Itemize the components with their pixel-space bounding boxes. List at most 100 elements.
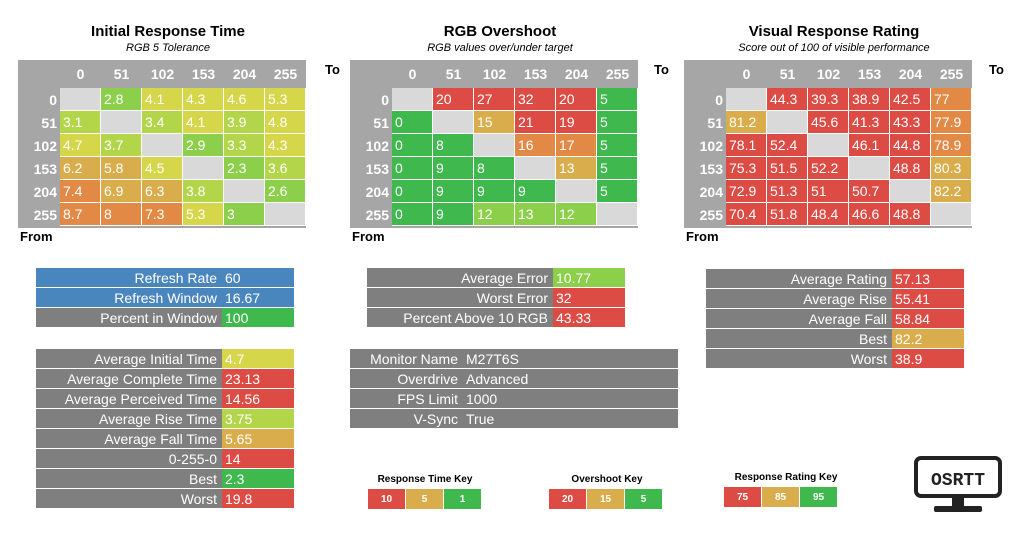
heatmap-cell: 9 <box>474 180 515 203</box>
heatmap-row-label: 51 <box>41 114 57 131</box>
stat-value: 55.41 <box>892 289 964 308</box>
stat-value: 2.3 <box>222 469 294 488</box>
heatmap-cell: 42.5 <box>890 88 931 111</box>
stat-label: Best <box>706 329 892 348</box>
heatmap-cell: 21 <box>515 111 556 134</box>
heatmap-cell: 4.3 <box>265 134 306 157</box>
heatmap-cell: 46.1 <box>849 134 890 157</box>
heatmap-cell: 3.3 <box>224 134 265 157</box>
heatmap-row-label: 255 <box>365 206 389 223</box>
rating-subtitle: Score out of 100 of visible performance <box>738 42 930 54</box>
heatmap-cell-empty <box>183 157 224 180</box>
heatmap-cell: 17 <box>556 134 597 157</box>
heatmap-column-label: 51 <box>779 66 796 82</box>
stat-value: 16.67 <box>222 288 294 307</box>
to-label-overshoot: To <box>654 62 669 77</box>
heatmap-cell: 5.8 <box>101 157 142 180</box>
stat-label: Worst Error <box>367 288 553 307</box>
heatmap-cell: 75.3 <box>726 157 767 180</box>
heatmap-cell: 32 <box>515 88 556 111</box>
heatmap-column-label: 204 <box>232 66 257 82</box>
heatmap-cell: 8 <box>474 157 515 180</box>
heatmap-row-label: 204 <box>365 183 389 200</box>
stat-value: 14.56 <box>222 389 294 408</box>
overshoot-subtitle: RGB values over/under target <box>427 42 573 54</box>
stat-value: 23.13 <box>222 369 294 388</box>
stat-row: Average Rise 55.41 <box>706 289 964 309</box>
heatmap-cell: 12 <box>474 203 515 226</box>
heatmap-cell: 4.5 <box>142 157 183 180</box>
stat-row: Average Error 10.77 <box>367 268 625 288</box>
heatmap-column-label: 255 <box>939 66 964 82</box>
heatmap-cell: 3.6 <box>265 157 306 180</box>
heatmap-cell-empty <box>849 157 890 180</box>
stat-row: Average Rise Time 3.75 <box>36 409 294 429</box>
heatmap-column-label: 255 <box>605 66 630 82</box>
to-label-initial: To <box>325 62 340 77</box>
stat-value: 1000 <box>463 389 678 408</box>
monitor-info: Monitor Name M27T6S Overdrive Advanced FPS L… <box>350 349 678 429</box>
heatmap-cell: 39.3 <box>808 88 849 111</box>
heatmap-cell: 4.6 <box>224 88 265 111</box>
heatmap-cell: 5 <box>597 88 638 111</box>
heatmap-cell: 78.1 <box>726 134 767 157</box>
heatmap-column-label: 255 <box>273 66 298 82</box>
stat-row: Best 82.2 <box>706 329 964 349</box>
heatmap-cell: 44.3 <box>767 88 808 111</box>
key-cell: 5 <box>406 489 444 509</box>
heatmap-cell: 78.9 <box>931 134 972 157</box>
initial-response-heatmap: 0 51 102 153 204 255 0 2.8 4.1 4.3 4.6 5.3 51 3.1 3.4 4… <box>18 60 306 228</box>
heatmap-cell-empty <box>931 203 972 226</box>
heatmap-column-label: 0 <box>742 66 751 82</box>
heatmap-column-label: 153 <box>523 66 548 82</box>
heatmap-row-label: 255 <box>699 206 723 223</box>
overshoot-title: RGB Overshoot <box>443 23 557 40</box>
heatmap-row-label: 102 <box>33 137 57 154</box>
heatmap-cell: 9 <box>515 180 556 203</box>
stat-label: Average Initial Time <box>36 349 222 368</box>
heatmap-cell-empty <box>142 134 183 157</box>
heatmap-row-label: 0 <box>715 91 723 108</box>
key-cell: 75 <box>724 487 762 507</box>
heatmap-cell: 5 <box>597 157 638 180</box>
stat-label: Average Fall Time <box>36 429 222 448</box>
response-time-stats: Average Initial Time 4.7 Average Complete … <box>36 349 294 509</box>
stat-value: 82.2 <box>892 329 964 348</box>
initial-response-subtitle: RGB 5 Tolerance <box>126 42 210 54</box>
heatmap-cell-empty <box>808 134 849 157</box>
heatmap-column-label: 0 <box>408 66 417 82</box>
stat-value: M27T6S <box>463 349 678 368</box>
overshoot-key-title: Overshoot Key <box>571 474 643 485</box>
key-cell: 95 <box>800 487 838 507</box>
heatmap-cell: 3.9 <box>224 111 265 134</box>
stat-row: Average Rating 57.13 <box>706 269 964 289</box>
heatmap-cell: 6.3 <box>142 180 183 203</box>
response-time-key-title: Response Time Key <box>377 474 473 485</box>
heatmap-cell: 27 <box>474 88 515 111</box>
heatmap-cell: 2.9 <box>183 134 224 157</box>
response-time-key: 10 5 1 <box>368 489 482 509</box>
heatmap-cell: 13 <box>556 157 597 180</box>
heatmap-cell: 9 <box>433 180 474 203</box>
heatmap-cell: 48.8 <box>890 203 931 226</box>
stat-label: Average Rating <box>706 269 892 288</box>
heatmap-cell: 2.3 <box>224 157 265 180</box>
stat-label: Refresh Rate <box>36 268 222 287</box>
heatmap-cell: 13 <box>515 203 556 226</box>
heatmap-cell-empty <box>433 111 474 134</box>
rating-stats: Average Rating 57.13 Average Rise 55.41 Aver… <box>706 269 964 369</box>
stat-row: Monitor Name M27T6S <box>350 349 678 369</box>
stat-row: Overdrive Advanced <box>350 369 678 389</box>
heatmap-cell-empty <box>392 88 433 111</box>
stat-value: 14 <box>222 449 294 468</box>
heatmap-cell: 77.9 <box>931 111 972 134</box>
heatmap-row-label: 102 <box>699 137 723 154</box>
heatmap-cell: 82.2 <box>931 180 972 203</box>
heatmap-cell: 4.1 <box>183 111 224 134</box>
heatmap-column-label: 204 <box>564 66 589 82</box>
heatmap-cell: 3.4 <box>142 111 183 134</box>
heatmap-column-label: 102 <box>816 66 841 82</box>
key-cell: 10 <box>368 489 406 509</box>
stat-row: Refresh Window 16.67 <box>36 288 294 308</box>
stat-label: Percent in Window <box>36 308 222 327</box>
